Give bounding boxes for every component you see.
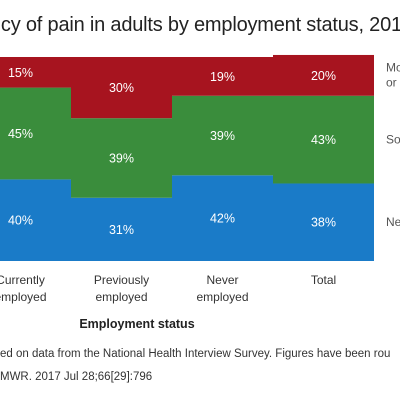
x-tick-label: employed — [95, 290, 147, 304]
legend-label: So — [386, 133, 400, 147]
data-label: 19% — [210, 70, 235, 84]
bar-segment — [0, 57, 71, 88]
footnote-source: ed on data from the National Health Inte… — [0, 348, 391, 360]
bar-segment — [273, 54, 374, 96]
x-tick-label: Never — [206, 273, 238, 287]
x-tick-label: employed — [196, 290, 248, 304]
data-label: 31% — [109, 223, 134, 237]
bar-segment — [172, 57, 273, 96]
data-label: 39% — [109, 151, 134, 165]
bar-segment — [71, 118, 172, 198]
data-label: 39% — [210, 129, 235, 143]
bar-segment — [0, 87, 71, 180]
x-tick-label: Currently — [0, 273, 45, 287]
chart-title: ncy of pain in adults by employment stat… — [0, 14, 400, 36]
data-label: 30% — [109, 81, 134, 95]
bar-segment — [71, 57, 172, 119]
data-label: 45% — [8, 127, 33, 141]
data-label: 43% — [311, 133, 336, 147]
x-tick-label: Previously — [94, 273, 149, 287]
data-label: 20% — [311, 69, 336, 83]
bar-segment — [172, 95, 273, 176]
bar-segment — [0, 179, 71, 261]
data-label: 15% — [8, 66, 33, 80]
bar-segment — [273, 95, 374, 184]
legend-label: or — [386, 75, 397, 89]
legend-label: Mo — [386, 60, 400, 74]
bar-segment — [172, 175, 273, 261]
bar-segment — [273, 183, 374, 261]
data-label: 42% — [210, 212, 235, 226]
footnote-citation: MWR. 2017 Jul 28;66[29]:796 — [0, 371, 153, 383]
data-label: 40% — [8, 214, 33, 228]
legend-label: Ne — [386, 215, 400, 229]
bar-segment — [71, 197, 172, 261]
x-tick-label: employed — [0, 290, 47, 304]
x-axis-title: Employment status — [79, 317, 194, 331]
x-tick-label: Total — [311, 273, 336, 287]
data-label: 38% — [311, 216, 336, 230]
